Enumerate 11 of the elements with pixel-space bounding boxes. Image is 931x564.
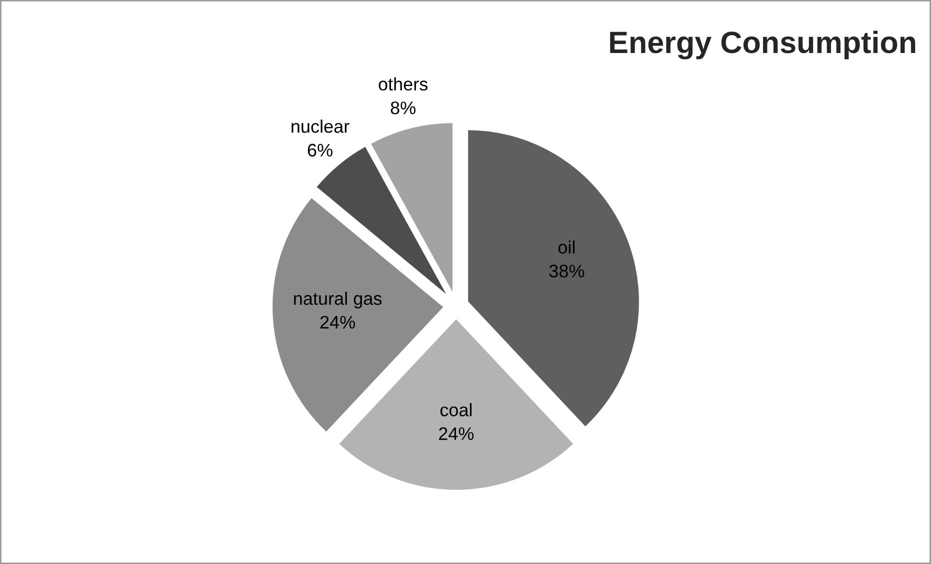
data-label: 6% <box>308 144 332 157</box>
text: Energy Consumption <box>610 30 916 60</box>
slice-label: oil <box>558 240 575 254</box>
data-label: 24% <box>320 316 355 329</box>
slice-label: nuclear <box>292 120 350 133</box>
data-label: 8% <box>390 101 416 114</box>
slice-label: natural gas <box>294 292 382 308</box>
slice-label: others <box>378 77 428 91</box>
data-label: 24% <box>439 427 474 440</box>
data-label: 38% <box>549 264 584 278</box>
slice-label: coal <box>440 403 472 416</box>
